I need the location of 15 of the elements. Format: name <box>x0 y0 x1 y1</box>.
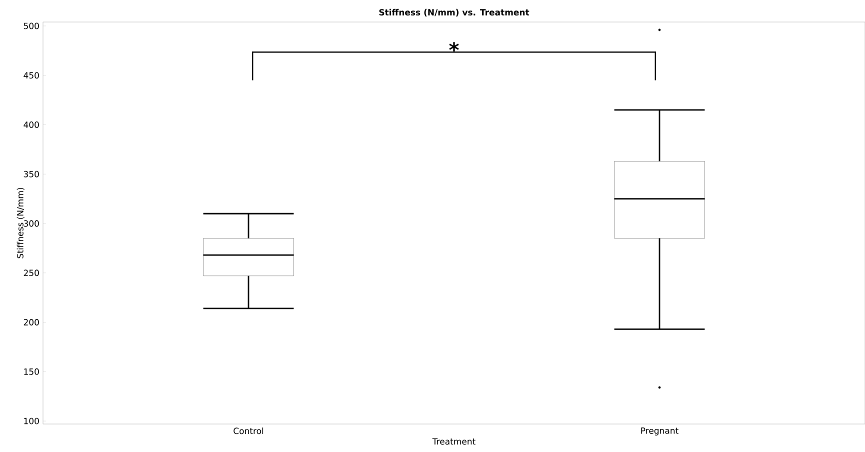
y-axis-title: Stiffness (N/mm) <box>16 188 24 258</box>
y-tick-label: 400 <box>24 122 39 128</box>
annotation: * <box>449 42 459 52</box>
y-tick-label: 350 <box>24 170 39 178</box>
y-tick-label: 150 <box>24 368 39 375</box>
x-tick-label: Pregnant <box>641 428 678 436</box>
y-tick-label: 500 <box>24 22 39 30</box>
y-tick-label: 200 <box>24 319 39 326</box>
x-tick-label: Control <box>234 428 264 434</box>
chart-title: Stiffness (N/mm) vs. Treatment <box>379 8 530 17</box>
y-tick-label: 100 <box>24 418 39 424</box>
y-tick-label: 300 <box>24 220 39 227</box>
y-tick-label: 450 <box>24 72 39 79</box>
y-tick-label: 250 <box>24 270 39 276</box>
x-axis-title: Treatment <box>432 438 476 445</box>
